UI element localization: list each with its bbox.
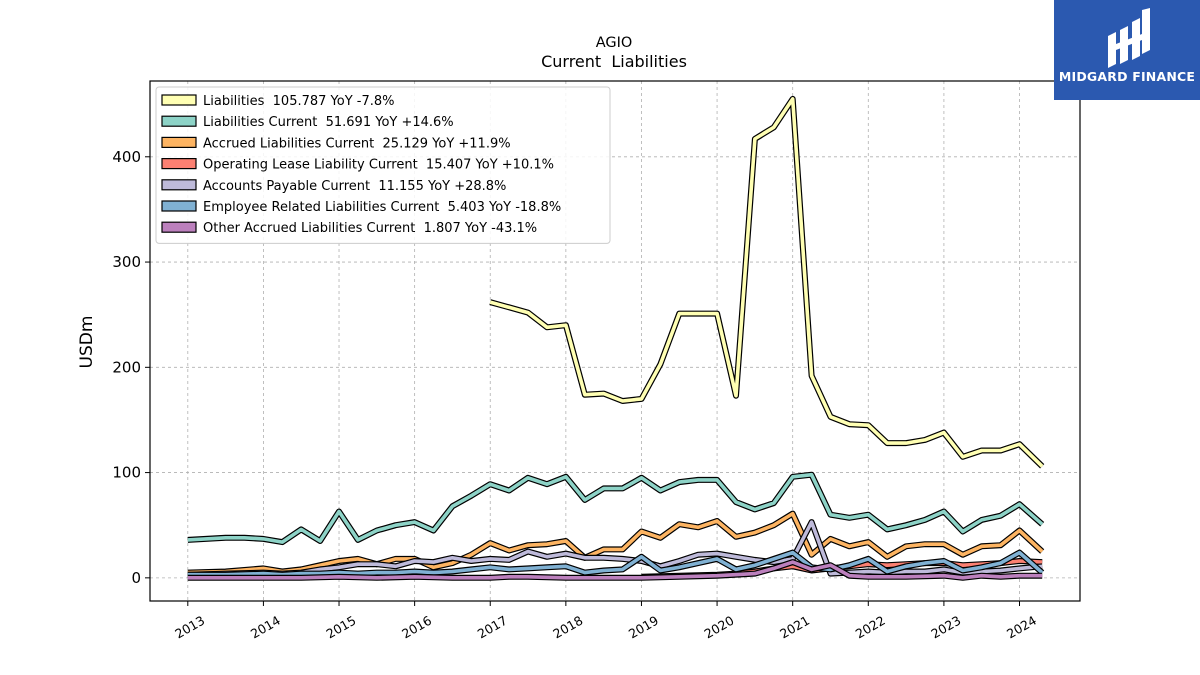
y-tick-label: 0 — [131, 569, 141, 587]
legend-item: Liabilities Current 51.691 YoY +14.6% — [161, 115, 454, 130]
brand-name: MIDGARD FINANCE — [1058, 69, 1196, 84]
legend-item: Accrued Liabilities Current 25.129 YoY +… — [161, 136, 511, 151]
chart-title: AGIO — [596, 35, 633, 51]
x-tick-label: 2015 — [323, 613, 358, 642]
x-tick-label: 2023 — [928, 613, 963, 642]
legend-swatch — [161, 115, 197, 127]
x-tick-label: 2014 — [248, 613, 283, 642]
grid — [150, 81, 1080, 601]
legend-label: Liabilities 105.787 YoY -7.8% — [203, 94, 395, 109]
x-tick-label: 2019 — [626, 613, 661, 642]
legend-label: Other Accrued Liabilities Current 1.807 … — [203, 221, 537, 236]
y-tick-label: 200 — [112, 358, 141, 376]
legend-item: Accounts Payable Current 11.155 YoY +28.… — [161, 179, 506, 194]
series-layer — [187, 95, 1045, 581]
series-line — [187, 559, 1043, 581]
legend-swatch — [161, 136, 197, 148]
x-tick-label: 2020 — [702, 613, 737, 642]
x-tick-label: 2016 — [399, 613, 434, 642]
plot-frame — [149, 80, 1081, 602]
legend-item: Operating Lease Liability Current 15.407… — [161, 158, 554, 173]
y-tick-label: 300 — [112, 253, 141, 271]
y-tick-label: 400 — [112, 148, 141, 166]
legend-label: Accounts Payable Current 11.155 YoY +28.… — [203, 179, 506, 194]
y-axis: 0 100 200 300 400 — [112, 148, 150, 587]
series-line — [187, 549, 1045, 578]
legend-swatch — [161, 179, 197, 191]
series-line-stroke — [187, 550, 1044, 577]
chart-subtitle: Current Liabilities — [541, 52, 687, 71]
series-line-stroke — [187, 472, 1044, 544]
legend-swatch — [161, 200, 197, 212]
legend-box — [155, 86, 611, 244]
legend-swatch — [161, 94, 197, 106]
x-tick-label: 2017 — [475, 613, 510, 642]
y-axis-label: USDm — [77, 316, 97, 369]
series-line-stroke — [187, 560, 1043, 580]
legend-item: Employee Related Liabilities Current 5.4… — [161, 200, 561, 215]
series-line-outline — [187, 471, 1045, 546]
x-tick-label: 2021 — [777, 613, 812, 642]
legend-label: Liabilities Current 51.691 YoY +14.6% — [203, 115, 454, 130]
x-axis: 2013 2014 2015 2016 2017 2018 2019 2020 2021 2022… — [172, 601, 1039, 642]
legend-label: Accrued Liabilities Current 25.129 YoY +… — [203, 136, 511, 151]
legend-label: Operating Lease Liability Current 15.407… — [203, 158, 554, 173]
series-line — [187, 471, 1045, 546]
legend: Liabilities 105.787 YoY -7.8% Liabilities… — [155, 86, 611, 244]
x-tick-label: 2018 — [550, 613, 585, 642]
y-tick-label: 100 — [112, 464, 141, 482]
brand-badge: MIDGARD FINANCE — [1054, 0, 1200, 100]
midgard-logo-icon — [1108, 8, 1150, 68]
x-tick-label: 2024 — [1004, 613, 1039, 642]
legend-swatch — [161, 158, 197, 170]
series-line-stroke — [187, 511, 1044, 575]
x-tick-label: 2022 — [853, 613, 888, 642]
x-tick-label: 2013 — [172, 613, 207, 642]
legend-swatch — [161, 221, 197, 233]
legend-item: Liabilities 105.787 YoY -7.8% — [161, 94, 395, 109]
series-line-stroke — [489, 97, 1044, 468]
series-line — [489, 95, 1045, 469]
legend-item: Other Accrued Liabilities Current 1.807 … — [161, 221, 537, 236]
series-line — [187, 510, 1045, 576]
legend-label: Employee Related Liabilities Current 5.4… — [203, 200, 561, 215]
